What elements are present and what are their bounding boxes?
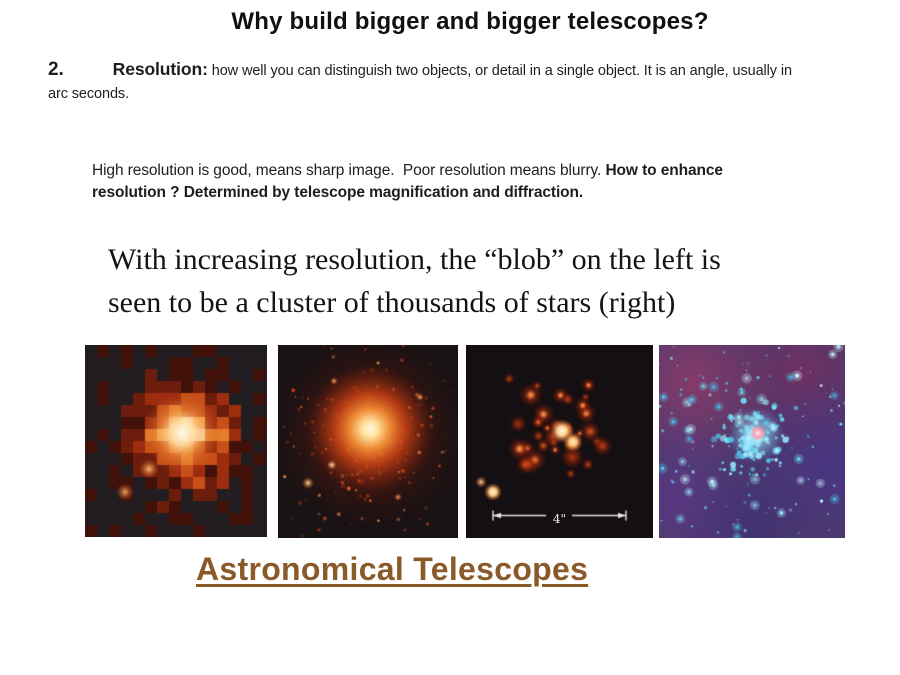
resolution-note: High resolution is good, means sharp ima… [92,160,748,203]
caption-line-1: With increasing resolution, the “blob” o… [108,243,721,276]
point-definition: how well you can distinguish two objects… [48,63,792,102]
slide-title: Why build bigger and bigger telescopes? [231,8,709,35]
blue-star-cluster-image [659,345,845,538]
point-term: Resolution: [112,59,208,79]
figure-blue-star-cluster [659,345,845,538]
figure-diffuse-red-cluster [278,345,458,538]
pixelated-blob-image [85,345,267,537]
figure-caption: With increasing resolution, the “blob” o… [108,238,721,324]
note-regular-text: High resolution is good, means sharp ima… [92,162,606,179]
scale-bar-label: 4" [552,512,567,526]
resolution-point: 2. Resolution: how well you can distingui… [48,58,793,106]
caption-line-2: seen to be a cluster of thousands of sta… [108,286,676,319]
point-number: 2. [48,59,64,80]
figure-pixelated-blob [85,345,267,537]
footer-heading: Astronomical Telescopes [196,551,589,587]
note-bold-text: How to enhance resolution ? Determined b… [92,162,728,201]
figure-resolved-red-stars: 4" [466,345,653,538]
resolved-red-stars-image [466,345,653,538]
diffuse-red-cluster-image [278,345,458,538]
